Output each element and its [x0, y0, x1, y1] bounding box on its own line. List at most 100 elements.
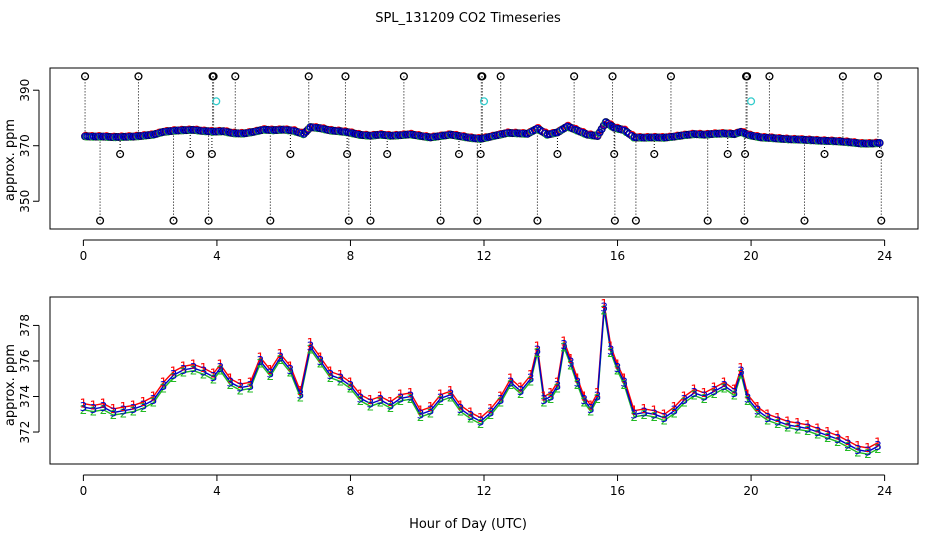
series-marker-3: 3 — [287, 363, 295, 377]
outlier-point — [650, 150, 659, 159]
series-marker-3: 3 — [600, 301, 608, 315]
outlier-point — [343, 150, 352, 159]
data-point-cyan — [212, 97, 221, 106]
series-marker-1: 1 — [317, 350, 325, 364]
series-marker-1: 1 — [140, 395, 148, 409]
series-marker-2: 2 — [701, 392, 709, 406]
top-x-axis: 0 4 8 12 16 20 24 — [80, 239, 892, 263]
series-marker-2: 2 — [120, 406, 128, 420]
series-marker-3: 3 — [160, 379, 168, 393]
series-marker-1: 1 — [660, 407, 668, 421]
bottom-y-tick-label: 378 — [18, 314, 32, 337]
series-marker-3: 3 — [680, 393, 688, 407]
series-marker-1: 1 — [216, 358, 224, 372]
outlier-point — [436, 216, 445, 225]
series-marker-3: 3 — [660, 411, 668, 425]
series-marker-1: 1 — [497, 389, 505, 403]
series-marker-3: 3 — [267, 366, 275, 380]
series-marker-2: 2 — [660, 413, 668, 427]
top-plot-frame — [49, 67, 919, 230]
series-marker-2: 2 — [600, 303, 608, 317]
series-marker-3: 3 — [784, 418, 792, 432]
outlier-point — [209, 72, 218, 81]
outlier-point — [186, 150, 195, 159]
series-marker-1: 1 — [287, 359, 295, 373]
series-marker-3: 3 — [874, 439, 882, 453]
outlier-point — [134, 72, 143, 81]
outlier-point — [610, 150, 619, 159]
series-marker-2: 2 — [317, 357, 325, 371]
series-marker-1: 1 — [547, 386, 555, 400]
series-marker-1: 1 — [257, 350, 265, 364]
data-point-blue — [875, 139, 884, 147]
series-marker-1: 1 — [540, 389, 548, 403]
series-marker-3: 3 — [397, 391, 405, 405]
series-marker-1: 1 — [226, 372, 234, 386]
series-marker-3: 3 — [594, 389, 602, 403]
series-marker-3: 3 — [620, 375, 628, 389]
outlier-point — [740, 216, 749, 225]
series-marker-1: 1 — [160, 375, 168, 389]
series-marker-2: 2 — [417, 410, 425, 424]
top-y-tick-label: 370 — [18, 134, 32, 157]
series-marker-2: 2 — [437, 394, 445, 408]
outlier-point — [877, 216, 886, 225]
series-marker-3: 3 — [467, 409, 475, 423]
top-x-tick-label: 0 — [80, 249, 88, 263]
bottom-x-tick-label: 16 — [610, 484, 625, 498]
bottom-y-axis-label: approx. ppm — [3, 344, 18, 426]
series-marker-2: 2 — [774, 417, 782, 431]
series-marker-3: 3 — [527, 372, 535, 386]
series-marker-2: 2 — [854, 445, 862, 459]
outlier-point — [366, 216, 375, 225]
series-marker-2: 2 — [721, 381, 729, 395]
series-marker-1: 1 — [80, 397, 88, 411]
series-marker-1: 1 — [614, 358, 622, 372]
series-marker-2: 2 — [824, 431, 832, 445]
series-marker-3: 3 — [754, 404, 762, 418]
series-marker-3: 3 — [236, 381, 244, 395]
series-marker-2: 2 — [834, 435, 842, 449]
series-marker-1: 1 — [100, 397, 108, 411]
series-marker-2: 2 — [620, 378, 628, 392]
series-marker-1: 1 — [407, 386, 415, 400]
series-marker-2: 2 — [110, 408, 118, 422]
series-marker-2: 2 — [630, 410, 638, 424]
series-marker-3: 3 — [100, 400, 108, 414]
series-marker-2: 2 — [407, 392, 415, 406]
series-marker-3: 3 — [824, 429, 832, 443]
data-point-cyan — [747, 97, 756, 106]
series-marker-2: 2 — [844, 440, 852, 454]
series-marker-1: 1 — [487, 402, 495, 416]
series-marker-3: 3 — [854, 443, 862, 457]
series-marker-2: 2 — [744, 394, 752, 408]
series-marker-2: 2 — [814, 428, 822, 442]
series-marker-3: 3 — [417, 407, 425, 421]
series-marker-3: 3 — [721, 379, 729, 393]
outlier-point — [570, 72, 579, 81]
series-marker-3: 3 — [200, 365, 208, 379]
outlier-point — [96, 216, 105, 225]
series-marker-3: 3 — [580, 393, 588, 407]
series-marker-1: 1 — [110, 402, 118, 416]
series-marker-2: 2 — [100, 403, 108, 417]
outlier-point — [800, 216, 809, 225]
outlier-point — [476, 150, 485, 159]
bottom-x-tick-label: 12 — [476, 484, 491, 498]
bottom-y-tick-label: 376 — [18, 350, 32, 373]
series-marker-3: 3 — [246, 379, 254, 393]
series-marker-1: 1 — [527, 368, 535, 382]
series-marker-2: 2 — [864, 447, 872, 461]
series-marker-2: 2 — [257, 357, 265, 371]
series-marker-2: 2 — [180, 366, 188, 380]
series-marker-1: 1 — [170, 365, 178, 379]
series-marker-2: 2 — [784, 421, 792, 435]
series-marker-2: 2 — [337, 374, 345, 388]
series-marker-1: 1 — [150, 389, 158, 403]
series-marker-3: 3 — [210, 370, 218, 384]
series-marker-2: 2 — [527, 374, 535, 388]
outlier-point — [838, 72, 847, 81]
series-marker-2: 2 — [567, 358, 575, 372]
series-marker-3: 3 — [744, 391, 752, 405]
outlier-point — [266, 216, 275, 225]
